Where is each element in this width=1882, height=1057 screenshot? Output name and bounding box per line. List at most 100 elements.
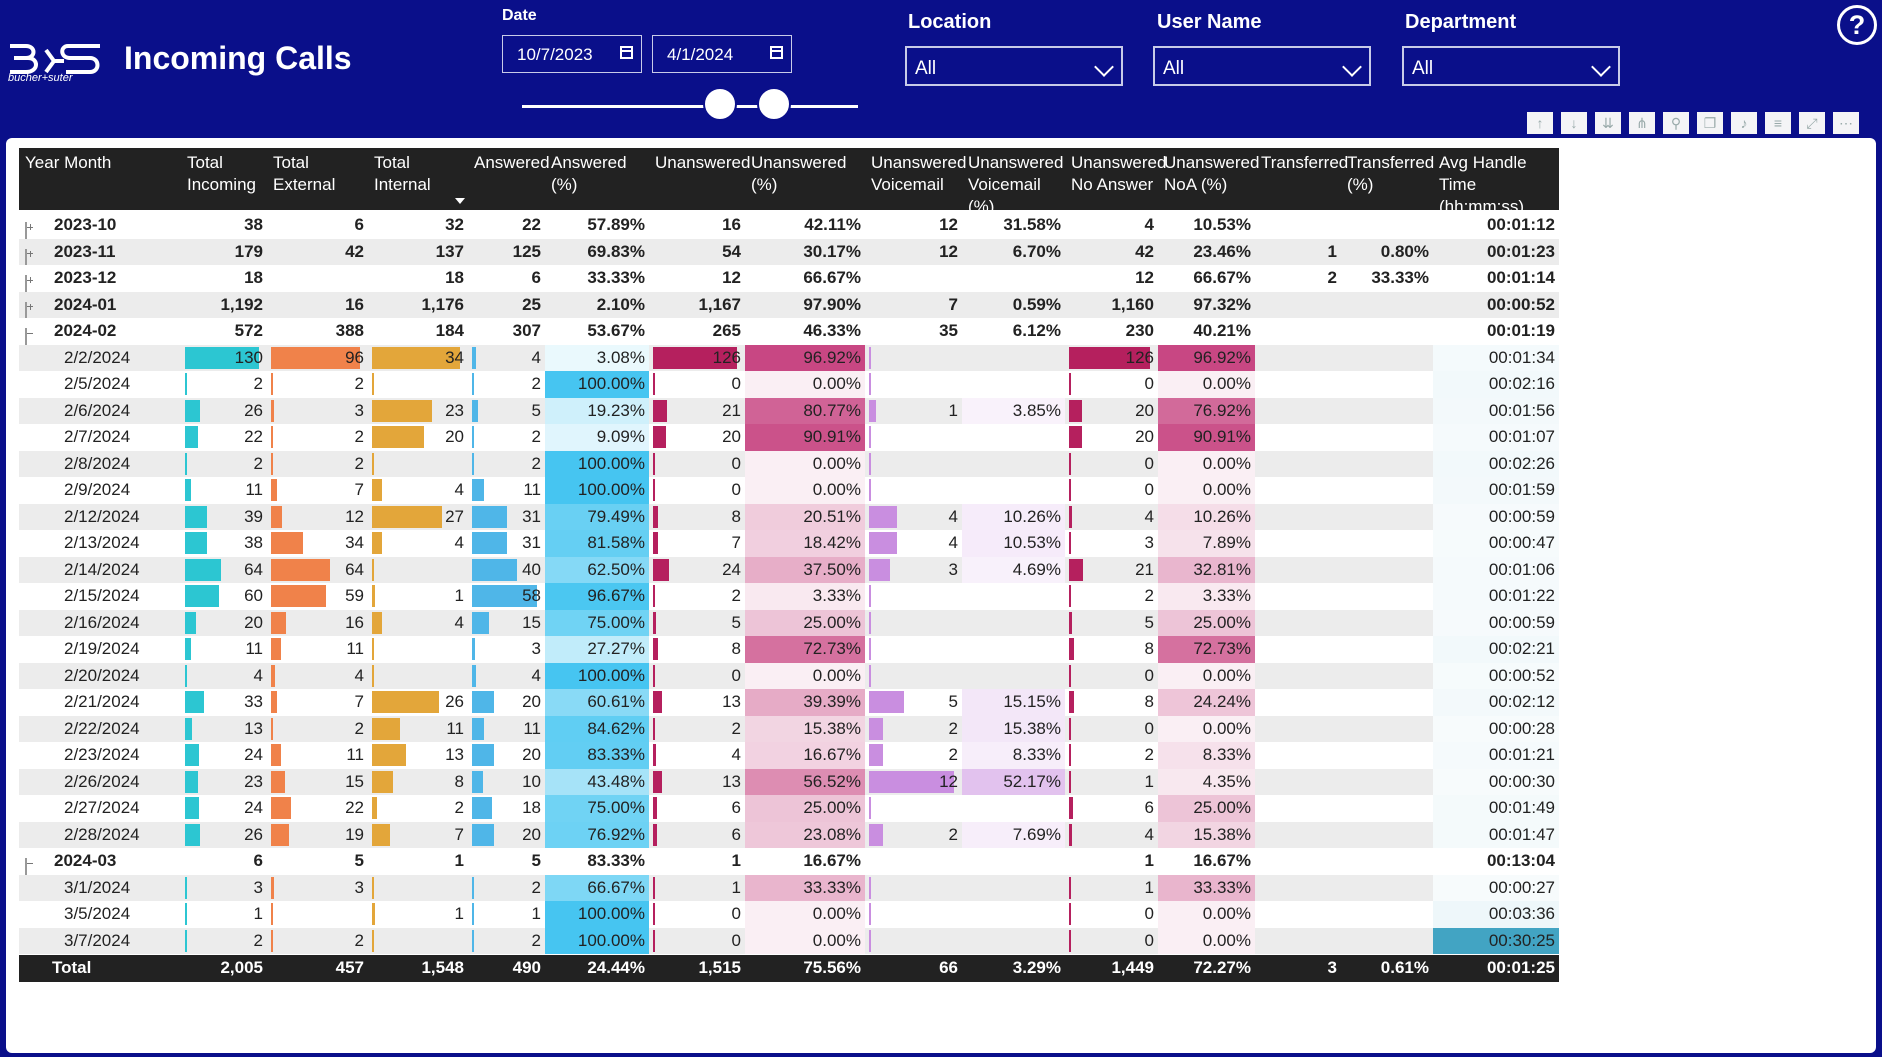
more-options-icon[interactable]: ⋯ xyxy=(1833,112,1859,134)
column-header-row: Year Month Total Incoming Total External To… xyxy=(19,148,1559,216)
unanswered-value: 54 xyxy=(722,241,741,261)
department-dropdown[interactable]: All xyxy=(1402,46,1620,86)
unanswered-noa-pct-cell: 0.00% xyxy=(1158,477,1255,504)
date-to-input[interactable]: 4/1/2024 xyxy=(652,35,792,73)
unanswered-voicemail-value: 4 xyxy=(948,506,958,526)
calendar-icon[interactable] xyxy=(770,46,783,59)
transferred-cell xyxy=(1255,901,1341,928)
total-internal-cell xyxy=(368,450,468,477)
column-header-answered[interactable]: Answered xyxy=(474,153,550,172)
unanswered-noa-pct-value: 0.00% xyxy=(1202,453,1251,473)
unanswered-no-answer-cell: 12 xyxy=(1065,265,1158,292)
total-incoming-value: 2 xyxy=(253,930,263,950)
year-month-cell[interactable]: 2024-03 xyxy=(19,848,181,875)
unanswered-pct-value: 23.08% xyxy=(803,824,861,844)
alert-icon[interactable]: ♪ xyxy=(1731,112,1757,134)
unanswered-noa-pct-value: 0.00% xyxy=(1202,930,1251,950)
total-internal-value: 23 xyxy=(445,400,464,420)
column-header-avg-handle-time[interactable]: Avg Handle Time (hh:mm:ss) xyxy=(1439,153,1527,216)
column-header-transferred[interactable]: Transferred xyxy=(1261,153,1349,172)
calendar-icon[interactable] xyxy=(620,46,633,59)
data-bar xyxy=(653,426,667,448)
unanswered-noa-pct-cell: 76.92% xyxy=(1158,397,1255,424)
column-header-unanswered-voicemail-pct[interactable]: Unanswered Voicemail (%) xyxy=(968,153,1064,216)
year-month-cell[interactable]: 2024-01 xyxy=(19,291,181,318)
data-bar xyxy=(271,585,326,607)
filter-icon[interactable]: ≡ xyxy=(1765,112,1791,134)
answered-pct-value: 2.10% xyxy=(596,294,645,314)
unanswered-voicemail-pct-cell xyxy=(962,477,1065,504)
collapse-icon[interactable] xyxy=(25,328,27,345)
help-icon[interactable]: ? xyxy=(1837,5,1877,45)
drill-up-icon[interactable]: ↑ xyxy=(1527,112,1553,134)
answered-cell: 31 xyxy=(468,503,545,530)
answered-pct-value: 62.50% xyxy=(587,559,645,579)
unanswered-pct-value: 66.67% xyxy=(803,268,861,287)
column-header-unanswered[interactable]: Unanswered xyxy=(655,153,751,172)
answered-pct-value: 81.58% xyxy=(587,533,645,552)
column-header-unanswered-pct[interactable]: Unanswered (%) xyxy=(751,153,847,194)
unanswered-no-answer-cell: 3 xyxy=(1065,530,1158,557)
unanswered-voicemail-cell xyxy=(865,636,962,663)
unanswered-no-answer-value: 20 xyxy=(1135,427,1154,446)
answered-pct-cell: 69.83% xyxy=(545,238,649,265)
transferred-cell xyxy=(1255,927,1341,954)
drill-down-icon[interactable]: ↓ xyxy=(1561,112,1587,134)
year-month-cell[interactable]: 2024-02 xyxy=(19,318,181,345)
slider-handle-start[interactable] xyxy=(703,87,737,121)
user-name-dropdown[interactable]: All xyxy=(1153,46,1371,86)
column-header-transferred-pct[interactable]: Transferred (%) xyxy=(1347,153,1435,194)
column-header-unanswered-noa-pct[interactable]: Unanswered NoA (%) xyxy=(1164,153,1260,194)
expand-icon[interactable] xyxy=(25,248,27,265)
data-bar xyxy=(185,532,207,554)
expand-icon[interactable] xyxy=(25,275,27,292)
data-bar xyxy=(271,346,360,369)
data-bar xyxy=(372,452,374,475)
avg-handle-time-cell: 00:01:23 xyxy=(1433,238,1559,265)
pin-icon[interactable]: ⚲ xyxy=(1663,112,1689,134)
total-incoming-cell: 26 xyxy=(181,821,267,848)
copy-icon[interactable]: ❐ xyxy=(1697,112,1723,134)
sort-descending-icon[interactable] xyxy=(455,198,465,204)
collapse-icon[interactable] xyxy=(25,858,27,875)
column-header-total-external[interactable]: Total External xyxy=(273,153,336,194)
expand-icon[interactable] xyxy=(25,301,27,318)
transferred-pct-cell xyxy=(1341,874,1433,901)
unanswered-pct-cell: 23.08% xyxy=(745,821,865,848)
unanswered-voicemail-pct-cell xyxy=(962,662,1065,689)
column-header-total-incoming[interactable]: Total Incoming xyxy=(187,153,256,194)
avg-handle-time-cell: 00:00:30 xyxy=(1433,768,1559,795)
location-dropdown[interactable]: All xyxy=(905,46,1123,86)
unanswered-cell: 1,167 xyxy=(649,291,745,318)
table-row: 3/7/2024 2 2 2 100.00% 0 0.00% 0 0.00% 00:30:25 xyxy=(19,927,1559,954)
column-header-year-month[interactable]: Year Month xyxy=(25,153,112,172)
expand-all-icon[interactable]: ⇊ xyxy=(1595,112,1621,134)
expand-hierarchy-icon[interactable]: ⋔ xyxy=(1629,112,1655,134)
unanswered-cell: 1 xyxy=(649,874,745,901)
answered-value: 58 xyxy=(522,586,541,605)
data-bar xyxy=(1069,691,1075,713)
slider-handle-end[interactable] xyxy=(757,87,791,121)
column-header-unanswered-voicemail[interactable]: Unanswered Voicemail xyxy=(871,153,967,194)
year-month-cell[interactable]: 2023-12 xyxy=(19,265,181,292)
unanswered-voicemail-pct-value: 10.53% xyxy=(1003,533,1061,552)
date-from-input[interactable]: 10/7/2023 xyxy=(502,35,642,73)
unanswered-voicemail-cell xyxy=(865,344,962,371)
focus-mode-icon[interactable]: ⤢ xyxy=(1799,112,1825,134)
unanswered-pct-cell: 90.91% xyxy=(745,424,865,451)
date-range-slider[interactable] xyxy=(522,105,858,108)
column-header-unanswered-no-answer[interactable]: Unanswered No Answer xyxy=(1071,153,1167,194)
data-bar xyxy=(1069,346,1150,369)
avg-handle-time-cell: 00:01:14 xyxy=(1433,265,1559,292)
data-bar xyxy=(653,929,655,952)
data-bar xyxy=(185,823,200,846)
unanswered-no-answer-cell: 5 xyxy=(1065,609,1158,636)
column-header-total-internal[interactable]: Total Internal xyxy=(374,153,431,194)
year-month-cell[interactable]: 2023-11 xyxy=(19,238,181,265)
year-month-cell[interactable]: 2023-10 xyxy=(19,212,181,239)
column-header-answered-pct[interactable]: Answered (%) xyxy=(551,153,627,194)
year-month-cell: 2/5/2024 xyxy=(19,371,181,398)
transferred-cell xyxy=(1255,556,1341,583)
expand-icon[interactable] xyxy=(25,222,27,239)
unanswered-noa-pct-value: 25.00% xyxy=(1193,798,1251,817)
